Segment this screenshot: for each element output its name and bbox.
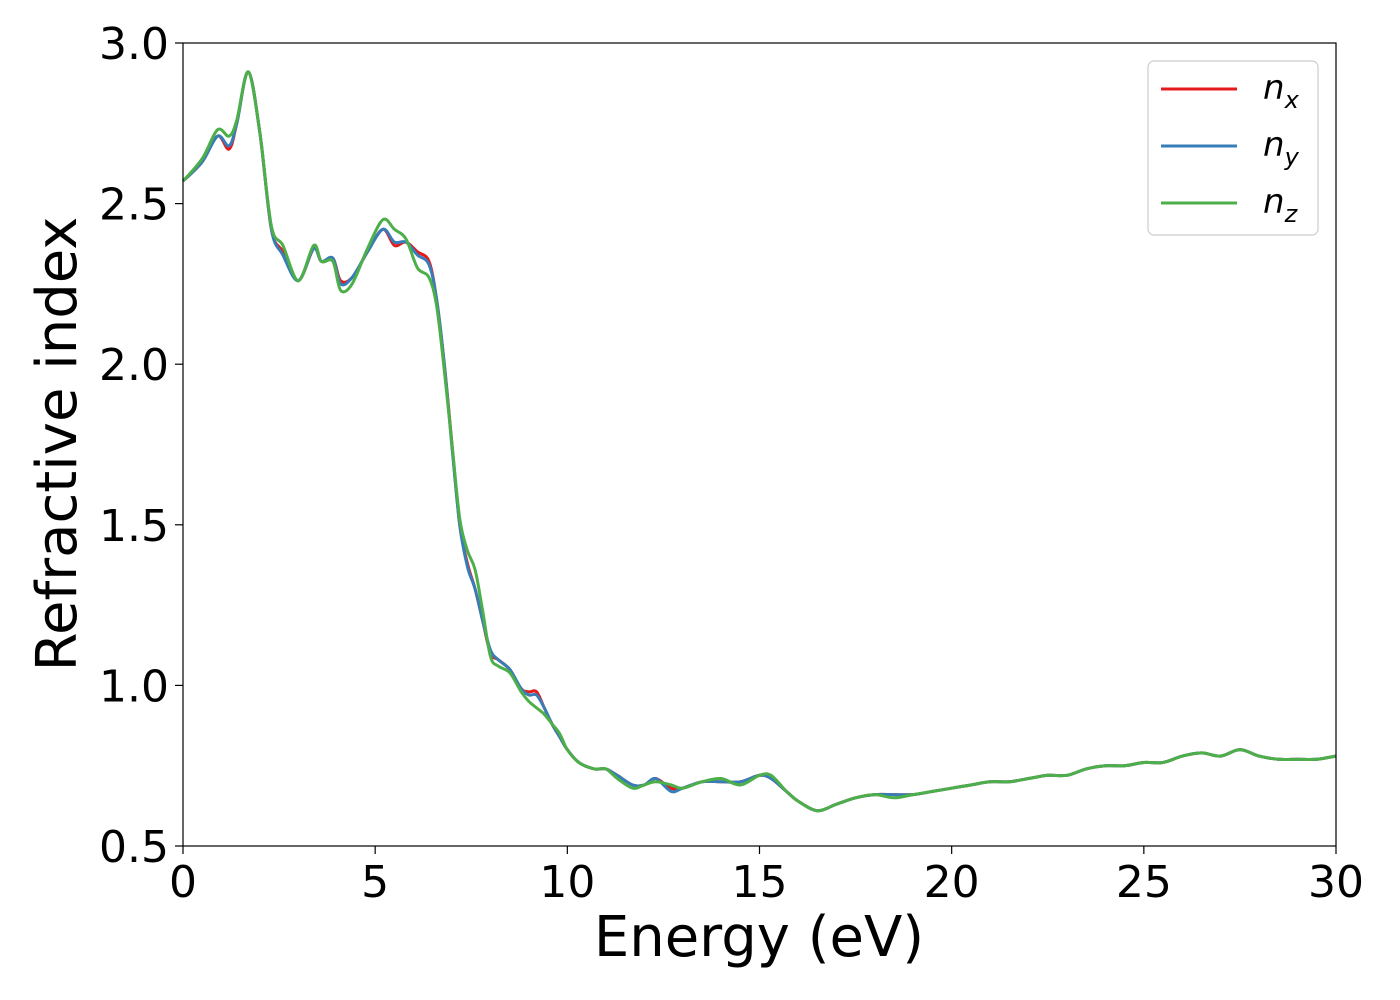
legend-box	[1147, 60, 1319, 236]
legend-label-n-x: nx	[1263, 68, 1300, 114]
y-tick-label: 3.0	[99, 19, 169, 70]
series-line-n-z	[181, 70, 1337, 813]
legend-label-n-y: ny	[1263, 125, 1300, 171]
x-tick-label: 20	[924, 857, 980, 908]
legend-label-n-z: nz	[1263, 182, 1299, 228]
y-tick-label: 1.5	[99, 501, 169, 552]
y-tick-label: 2.0	[99, 340, 169, 391]
x-tick-label: 0	[169, 857, 197, 908]
x-axis-ticks: 0 5 10 15 20 25 30	[169, 846, 1364, 908]
legend: nx ny nz	[1147, 60, 1319, 236]
x-tick-label: 25	[1116, 857, 1172, 908]
series-lines	[181, 70, 1337, 813]
plot-area-frame	[182, 42, 1337, 847]
y-axis-label: Refractive index	[25, 217, 90, 672]
x-tick-label: 30	[1308, 857, 1364, 908]
y-axis-ticks: 0.5 1.0 1.5 2.0 2.5 3.0	[99, 19, 183, 873]
y-tick-label: 0.5	[99, 822, 169, 873]
y-tick-label: 2.5	[99, 180, 169, 231]
y-tick-label: 1.0	[99, 661, 169, 712]
x-axis-label: Energy (eV)	[594, 905, 924, 970]
x-tick-label: 10	[539, 857, 595, 908]
x-tick-label: 15	[732, 857, 788, 908]
x-tick-label: 5	[361, 857, 389, 908]
